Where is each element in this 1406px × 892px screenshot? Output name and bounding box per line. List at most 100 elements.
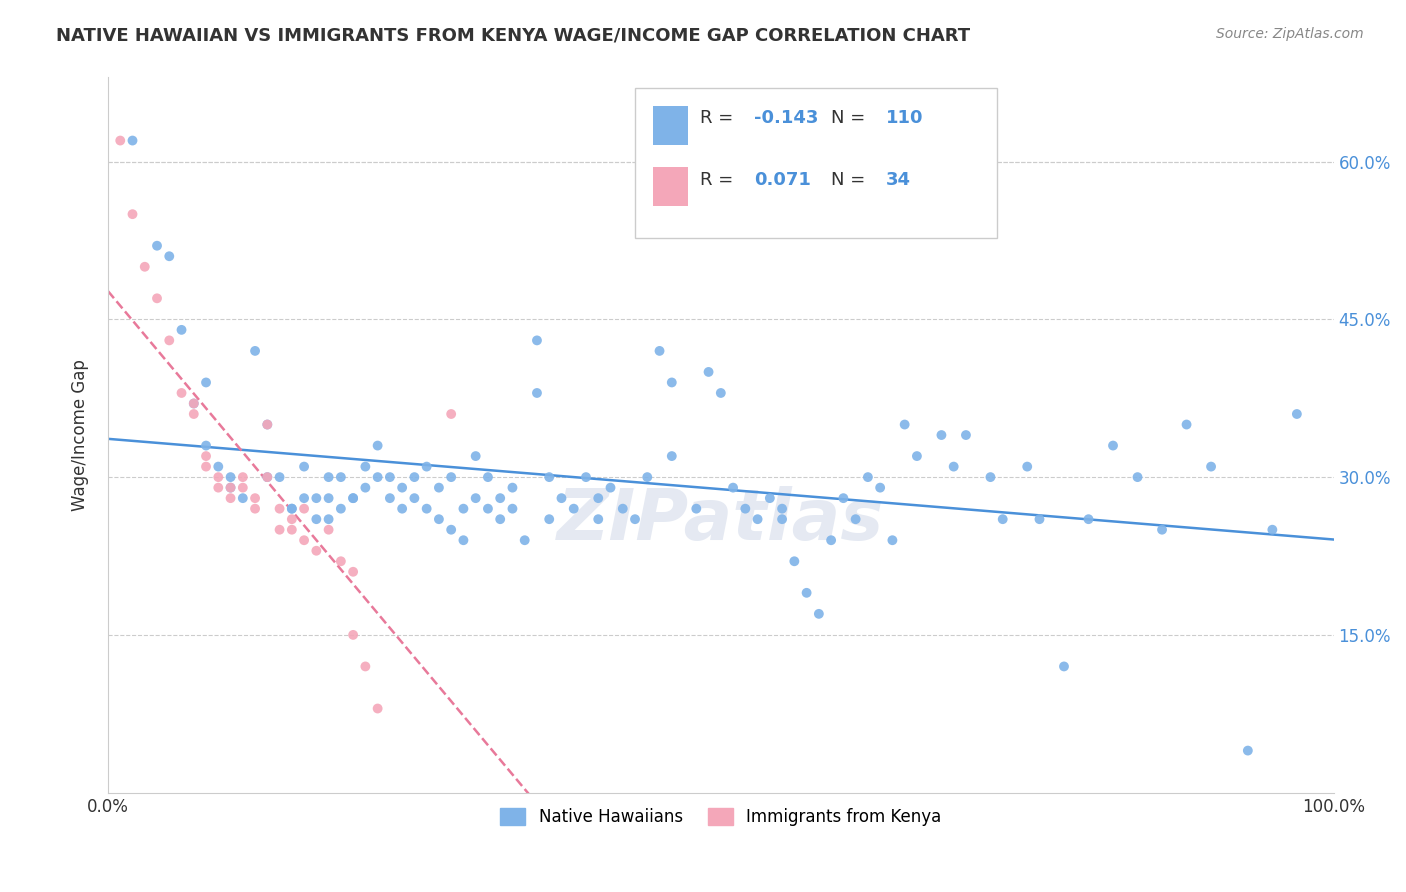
Point [256, 417, 278, 432]
Text: ZIPatlas: ZIPatlas [557, 486, 884, 556]
Point [1126, 470, 1149, 484]
Point [281, 501, 304, 516]
Point [905, 449, 928, 463]
Point [1261, 523, 1284, 537]
Point [1053, 659, 1076, 673]
Point [157, 334, 180, 348]
Point [942, 459, 965, 474]
Point [526, 386, 548, 401]
Point [501, 501, 523, 516]
Point [415, 501, 437, 516]
Point [477, 501, 499, 516]
Point [329, 470, 352, 484]
Point [979, 470, 1001, 484]
Point [661, 449, 683, 463]
Point [562, 501, 585, 516]
FancyBboxPatch shape [636, 88, 997, 238]
Point [697, 365, 720, 379]
Point [146, 291, 169, 305]
Point [354, 481, 377, 495]
Point [367, 439, 389, 453]
Point [721, 481, 744, 495]
Point [121, 134, 143, 148]
Text: R =: R = [700, 109, 740, 128]
Point [256, 417, 278, 432]
Point [342, 491, 364, 505]
Point [195, 459, 218, 474]
Point [415, 459, 437, 474]
Legend: Native Hawaiians, Immigrants from Kenya: Native Hawaiians, Immigrants from Kenya [492, 799, 949, 834]
Point [195, 376, 218, 390]
Point [869, 481, 891, 495]
Point [342, 491, 364, 505]
Text: Source: ZipAtlas.com: Source: ZipAtlas.com [1216, 27, 1364, 41]
Point [232, 470, 254, 484]
Point [292, 491, 315, 505]
Text: 0.071: 0.071 [754, 170, 811, 189]
Point [391, 501, 413, 516]
Point [318, 523, 340, 537]
Point [378, 491, 401, 505]
Point [269, 501, 291, 516]
Point [329, 501, 352, 516]
Text: 34: 34 [886, 170, 911, 189]
Point [329, 554, 352, 568]
Point [575, 470, 598, 484]
Point [1199, 459, 1222, 474]
Point [183, 396, 205, 410]
Point [292, 501, 315, 516]
Point [232, 491, 254, 505]
Point [538, 512, 561, 526]
Point [292, 533, 315, 548]
Point [783, 554, 806, 568]
Y-axis label: Wage/Income Gap: Wage/Income Gap [72, 359, 89, 511]
Point [453, 501, 475, 516]
Point [661, 376, 683, 390]
Point [342, 565, 364, 579]
Point [134, 260, 156, 274]
Point [440, 523, 463, 537]
Point [157, 249, 180, 263]
Point [513, 533, 536, 548]
Point [256, 470, 278, 484]
Point [893, 417, 915, 432]
Point [367, 470, 389, 484]
Point [170, 386, 193, 401]
FancyBboxPatch shape [654, 167, 688, 206]
Point [464, 449, 486, 463]
Point [354, 659, 377, 673]
Point [305, 491, 328, 505]
Point [489, 512, 512, 526]
Point [1017, 459, 1039, 474]
Point [354, 459, 377, 474]
Point [464, 491, 486, 505]
Point [1150, 523, 1173, 537]
Point [710, 386, 733, 401]
Point [648, 343, 671, 358]
Point [269, 470, 291, 484]
Point [477, 470, 499, 484]
Point [391, 481, 413, 495]
Point [955, 428, 977, 442]
Point [367, 701, 389, 715]
Point [256, 470, 278, 484]
Point [305, 543, 328, 558]
Point [856, 470, 879, 484]
Point [318, 512, 340, 526]
Point [219, 481, 242, 495]
Point [1028, 512, 1050, 526]
Point [305, 512, 328, 526]
Point [243, 343, 266, 358]
Point [318, 491, 340, 505]
Point [281, 523, 304, 537]
Point [243, 501, 266, 516]
Point [770, 512, 793, 526]
Point [624, 512, 647, 526]
Point [232, 481, 254, 495]
Point [342, 628, 364, 642]
Point [586, 491, 609, 505]
Point [820, 533, 842, 548]
Point [183, 396, 205, 410]
Point [427, 481, 450, 495]
Point [318, 470, 340, 484]
